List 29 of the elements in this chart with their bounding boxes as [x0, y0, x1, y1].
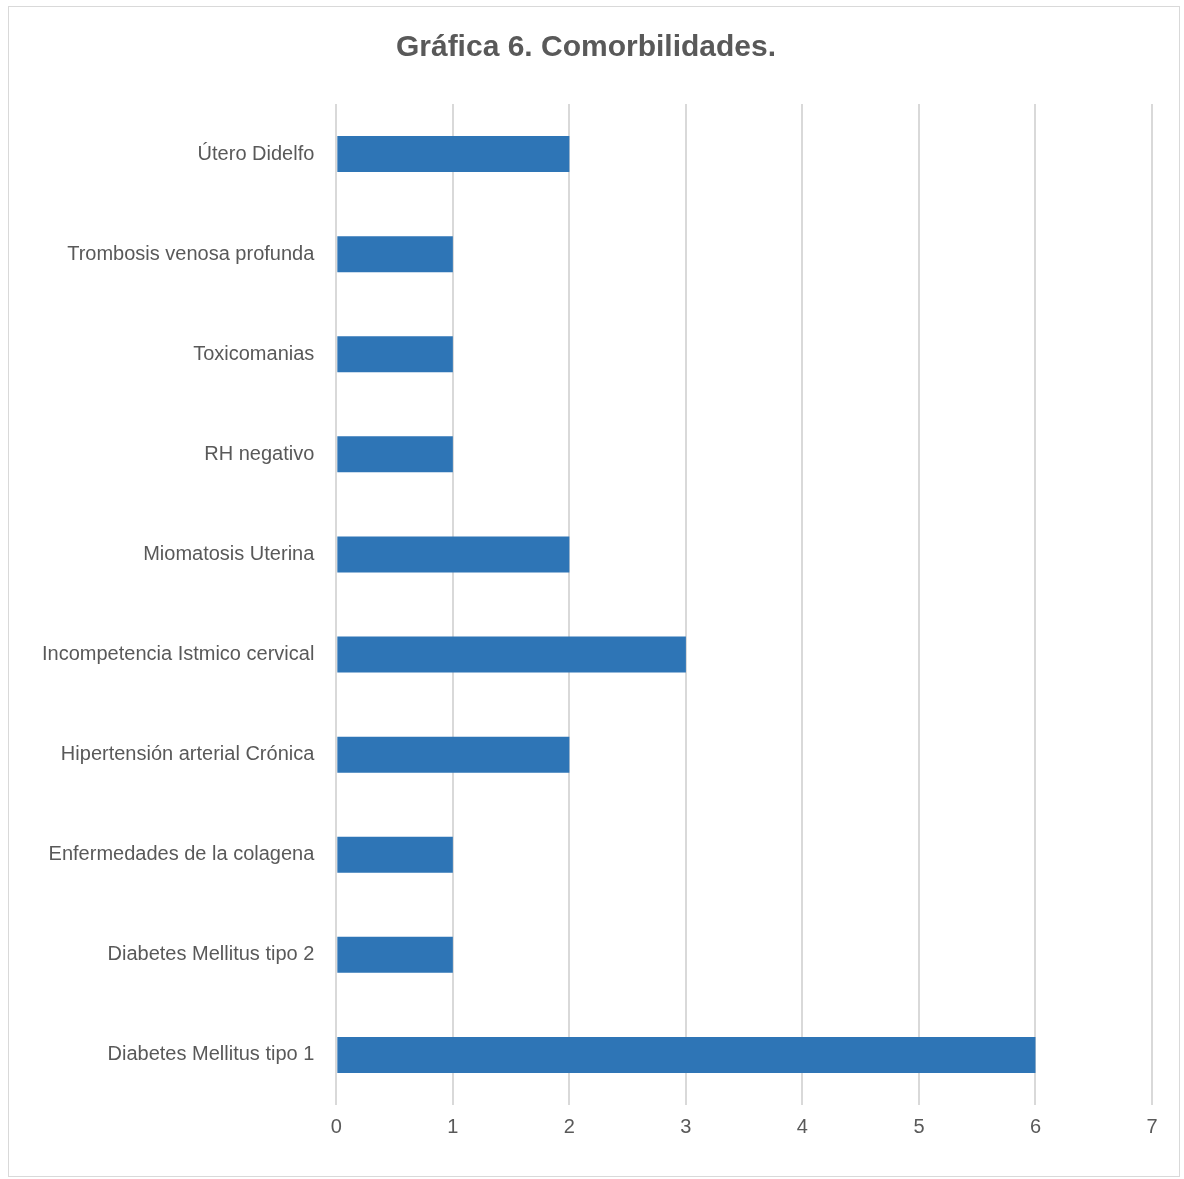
bar — [337, 936, 453, 973]
y-tick-label: Hipertensión arterial Crónica — [60, 742, 316, 765]
bar — [337, 636, 686, 673]
x-tick-label: 6 — [1029, 1114, 1042, 1137]
x-tick-label: 0 — [330, 1114, 342, 1137]
y-tick-label: Trombosis venosa profunda — [67, 241, 316, 264]
bar — [337, 136, 570, 173]
x-tick-label: 4 — [796, 1114, 808, 1137]
y-tick-label: Enfermedades de la colagena — [48, 842, 316, 865]
x-tick-label: 1 — [447, 1114, 459, 1137]
bar — [337, 1036, 1036, 1073]
y-tick-label: Miomatosis Uterina — [143, 541, 316, 564]
x-tick-label: 2 — [563, 1114, 575, 1137]
bar — [337, 836, 453, 873]
chart-title: Gráfica 6. Comorbilidades. — [395, 29, 777, 63]
bar — [337, 436, 453, 473]
bar — [337, 736, 570, 773]
bar — [337, 336, 453, 373]
x-tick-label: 7 — [1146, 1114, 1158, 1137]
y-tick-label: Diabetes Mellitus tipo 2 — [107, 942, 315, 965]
y-tick-label: Incompetencia Istmico cervical — [42, 642, 315, 665]
y-tick-label: Útero Didelfo — [197, 141, 315, 164]
bar — [337, 236, 453, 273]
y-tick-label: RH negativo — [204, 441, 315, 464]
y-tick-label: Diabetes Mellitus tipo 1 — [107, 1042, 315, 1065]
bar — [337, 536, 570, 573]
x-tick-label: 5 — [913, 1114, 925, 1137]
y-tick-label: Toxicomanias — [193, 341, 315, 364]
x-tick-label: 3 — [680, 1114, 692, 1137]
